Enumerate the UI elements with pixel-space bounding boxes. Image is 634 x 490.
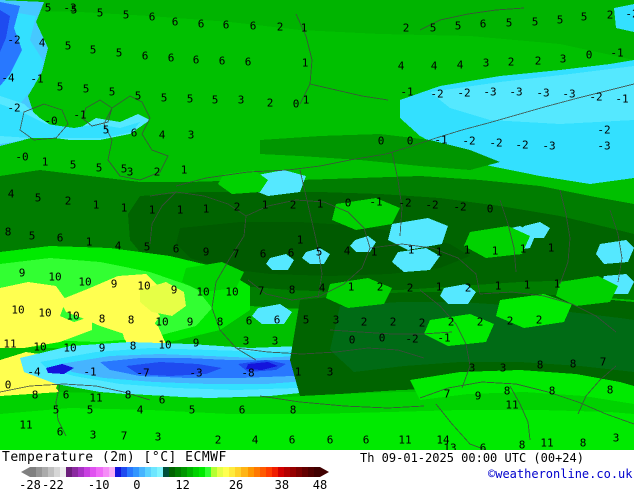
field-yellow-sw1 — [0, 282, 92, 348]
field-green-pocket-7 — [496, 294, 572, 328]
colorbar-segment — [187, 467, 194, 477]
field-alps-deepblue — [126, 362, 222, 376]
field-green-pocket-6 — [218, 170, 268, 194]
temperature-field-svg — [0, 0, 634, 450]
colorbar-tick-label: 12 — [175, 478, 190, 490]
colorbar-segment — [307, 467, 315, 477]
colorbar-segment — [72, 467, 79, 477]
colorbar-segment — [42, 467, 49, 477]
colorbar-segment — [247, 467, 254, 477]
colorbar-segment — [30, 467, 37, 477]
colorbar-segment — [241, 467, 248, 477]
colorbar-tick-label: -10 — [87, 478, 110, 490]
colorbar-segment — [181, 467, 188, 477]
colorbar-segment — [102, 467, 109, 477]
field-green-pocket-4 — [326, 278, 392, 308]
colorbar-segment — [259, 467, 266, 477]
field-blue-nw-4 — [0, 10, 10, 52]
field-brightgreen-se — [410, 370, 634, 404]
field-cyan-patch-6 — [350, 236, 376, 252]
valid-time-stamp: Th 09-01-2025 00:00 UTC (00+24) — [360, 451, 584, 465]
colorbar-segment — [313, 467, 321, 477]
colorbar-segment — [283, 467, 291, 477]
field-cyan-patch-7 — [302, 248, 330, 264]
colorbar-segment — [126, 467, 134, 477]
colorbar-segment — [193, 467, 200, 477]
copyright-credit[interactable]: ©weatheronline.co.uk — [488, 467, 633, 481]
field-cyan-ne-corner — [614, 4, 634, 32]
field-green-belowalps2 — [0, 408, 634, 450]
temperature-map[interactable]: -3 5 5 5 5 6 6 6 6 6 2 1 2 5 5 6 5 5 5 5 2 -2 4 5 5 5 6 6 6 6 6 1 1 -4 -1 5… — [0, 0, 634, 450]
field-green-pocket-5 — [556, 276, 618, 306]
colorbar-segment — [48, 467, 55, 477]
colorbar-tick-label: 48 — [312, 478, 328, 490]
colorbar-segment — [84, 467, 91, 477]
field-cyan-baltic-2 — [430, 66, 634, 124]
colorbar-segment — [108, 467, 115, 477]
colorbar-segment — [277, 467, 285, 477]
colorbar-tick-label: 26 — [228, 478, 244, 490]
colorbar-tick-label: 38 — [274, 478, 290, 490]
field-green-n-germany — [260, 134, 500, 170]
map-footer: Temperature (2m) [°C] ECMWF Th 09-01-202… — [0, 450, 634, 490]
field-cyan-patch-8 — [266, 254, 294, 270]
colorbar-segment — [223, 467, 230, 477]
colorbar-segment — [114, 467, 121, 477]
colorbar[interactable]: -28 -22 -10 0 12 26 38 48 — [19, 467, 329, 490]
coastlines-and-borders — [0, 7, 634, 450]
colorbar-segment — [295, 467, 303, 477]
colorbar-tick-label: -22 — [42, 478, 64, 490]
colorbar-segment — [168, 467, 176, 477]
chart-title: Temperature (2m) [°C] ECMWF — [2, 450, 227, 465]
colorbar-segment — [60, 467, 67, 477]
colorbar-segment — [175, 467, 182, 477]
colorbar-segment — [265, 467, 272, 477]
colorbar-segment — [235, 467, 242, 477]
colorbar-segment — [36, 467, 43, 477]
field-yellow-sw5 — [140, 282, 186, 316]
colorbar-segment — [90, 467, 97, 477]
colorbar-segment — [253, 467, 260, 477]
colorbar-segment — [120, 467, 127, 477]
colorbar-segment — [144, 467, 152, 477]
colorbar-segment — [211, 467, 218, 477]
colorbar-arrow-high — [320, 467, 329, 477]
colorbar-tick-label: 0 — [133, 478, 141, 490]
colorbar-segment — [66, 467, 73, 477]
field-green-pocket-3 — [182, 262, 244, 292]
colorbar-segment — [289, 467, 297, 477]
field-cyan-nw-bay2 — [0, 104, 140, 138]
field-cyan-patch-12 — [520, 222, 550, 238]
field-cyan-patch-5 — [596, 240, 634, 264]
colorbar-segment — [229, 467, 236, 477]
field-cyan-patch-10 — [252, 304, 292, 324]
field-green-pocket-2 — [464, 226, 530, 258]
colorbar-segment — [271, 467, 279, 477]
colorbar-segment — [132, 467, 140, 477]
colorbar-segment — [54, 467, 61, 477]
colorbar-arrow-low — [21, 467, 30, 477]
colorbar-segment — [156, 467, 164, 477]
colorbar-segment — [138, 467, 146, 477]
colorbar-tick-label: -28 — [19, 478, 41, 490]
field-cyan-patch-2 — [388, 218, 448, 250]
colorbar-segment — [205, 467, 212, 477]
field-green-mid — [0, 0, 634, 60]
field-green-pocket-1 — [332, 198, 400, 230]
colorbar-segment — [78, 467, 85, 477]
colorbar-segment — [217, 467, 224, 477]
colorbar-segment — [301, 467, 309, 477]
colorbar-segment — [150, 467, 158, 477]
field-alps-deepblue4 — [46, 364, 74, 374]
field-cyan-patch-3 — [392, 248, 440, 272]
colorbar-segment — [199, 467, 206, 477]
colorbar-segment — [96, 467, 103, 477]
field-alps-deepblue3 — [246, 362, 278, 370]
colorbar-segment — [162, 467, 170, 477]
field-cyan-patch-9 — [440, 284, 476, 304]
